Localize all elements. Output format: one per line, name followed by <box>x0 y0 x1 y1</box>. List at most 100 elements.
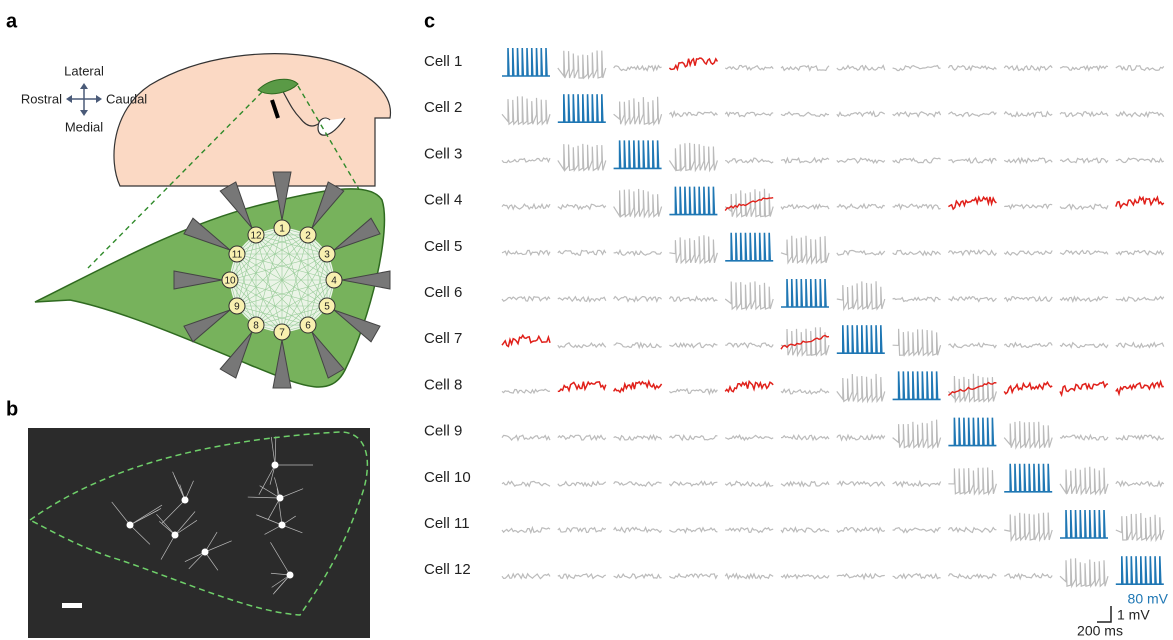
trace <box>724 281 774 312</box>
trace <box>892 526 941 534</box>
region <box>257 78 299 95</box>
dendrite <box>247 496 281 499</box>
electrode-number: 11 <box>232 250 243 261</box>
trace <box>669 387 718 396</box>
trace <box>669 342 718 349</box>
trace <box>612 379 663 394</box>
cell-label: Cell 3 <box>424 145 462 162</box>
cell-label: Cell 11 <box>424 515 470 532</box>
trace <box>1115 157 1165 164</box>
trace <box>836 325 885 354</box>
brain-slice <box>113 53 391 187</box>
trace <box>724 379 774 394</box>
trace <box>1059 466 1109 496</box>
trace <box>1003 64 1053 72</box>
cell-label: Cell 8 <box>424 376 462 393</box>
pipette <box>183 217 231 251</box>
trace <box>669 526 718 534</box>
trace <box>557 203 607 211</box>
connection <box>236 234 309 307</box>
trace <box>780 573 830 580</box>
trace <box>780 203 830 211</box>
trace <box>501 295 551 302</box>
dendrite <box>272 574 291 595</box>
trace <box>1059 110 1109 118</box>
trace <box>781 278 829 308</box>
pipette <box>333 309 381 343</box>
connection <box>236 253 335 281</box>
trace <box>948 156 997 165</box>
dendrite <box>279 488 304 499</box>
dendrite <box>204 531 218 553</box>
trace <box>892 157 941 164</box>
trace <box>1115 513 1165 543</box>
connection <box>236 234 257 307</box>
electrode <box>228 297 246 315</box>
dendrite <box>271 574 291 588</box>
dendrite <box>174 511 196 536</box>
trace <box>780 334 830 350</box>
electrode-number: 12 <box>250 231 262 242</box>
trace <box>724 111 774 118</box>
trace <box>501 333 551 348</box>
orientation-label: Lateral <box>64 63 104 78</box>
trace <box>947 526 997 534</box>
trace <box>947 373 997 404</box>
trace <box>948 111 997 118</box>
trace <box>892 572 941 580</box>
electrode <box>318 245 336 263</box>
trace <box>1115 195 1165 210</box>
brain-contour <box>281 89 319 127</box>
outline <box>28 431 369 616</box>
trace <box>1059 341 1109 349</box>
connection <box>236 253 257 326</box>
connection <box>255 253 328 326</box>
compass <box>66 83 102 116</box>
trace <box>724 434 774 442</box>
connection <box>236 253 309 326</box>
cell-label: Cell 7 <box>424 330 462 347</box>
trace <box>836 249 886 257</box>
cell-label: Cell 5 <box>424 238 462 255</box>
dendrite <box>276 488 283 526</box>
trace <box>557 526 607 534</box>
trace <box>1004 572 1053 581</box>
trace <box>613 573 662 580</box>
trace <box>1115 110 1165 119</box>
dendrite <box>161 499 186 524</box>
trace <box>836 202 885 210</box>
trace <box>836 480 886 488</box>
dendrite <box>184 480 194 501</box>
trace <box>557 480 607 488</box>
trace <box>1059 249 1109 256</box>
electrode <box>325 271 343 289</box>
electrode-number: 2 <box>305 231 311 242</box>
trace <box>948 467 997 496</box>
dendrite <box>270 436 276 466</box>
connection <box>281 227 309 326</box>
trace <box>892 202 941 211</box>
trace <box>780 525 830 534</box>
trace <box>780 111 830 118</box>
trace <box>1115 295 1165 302</box>
trace <box>892 249 942 257</box>
trace <box>725 232 774 262</box>
electrode <box>221 271 239 289</box>
trace <box>668 142 718 173</box>
pipette <box>272 171 292 221</box>
trace <box>780 327 830 358</box>
trace <box>501 249 551 257</box>
trace <box>557 295 607 303</box>
trace <box>1003 156 1053 165</box>
trace <box>1003 341 1053 349</box>
trace <box>725 342 774 349</box>
pipette <box>219 181 253 229</box>
trace <box>947 65 997 72</box>
trace <box>501 434 551 442</box>
trace <box>780 156 830 165</box>
trace <box>836 572 885 581</box>
cell-label: Cell 1 <box>424 53 462 70</box>
ventricle <box>270 99 280 119</box>
scale-bar <box>62 603 82 608</box>
trace <box>1115 379 1164 397</box>
